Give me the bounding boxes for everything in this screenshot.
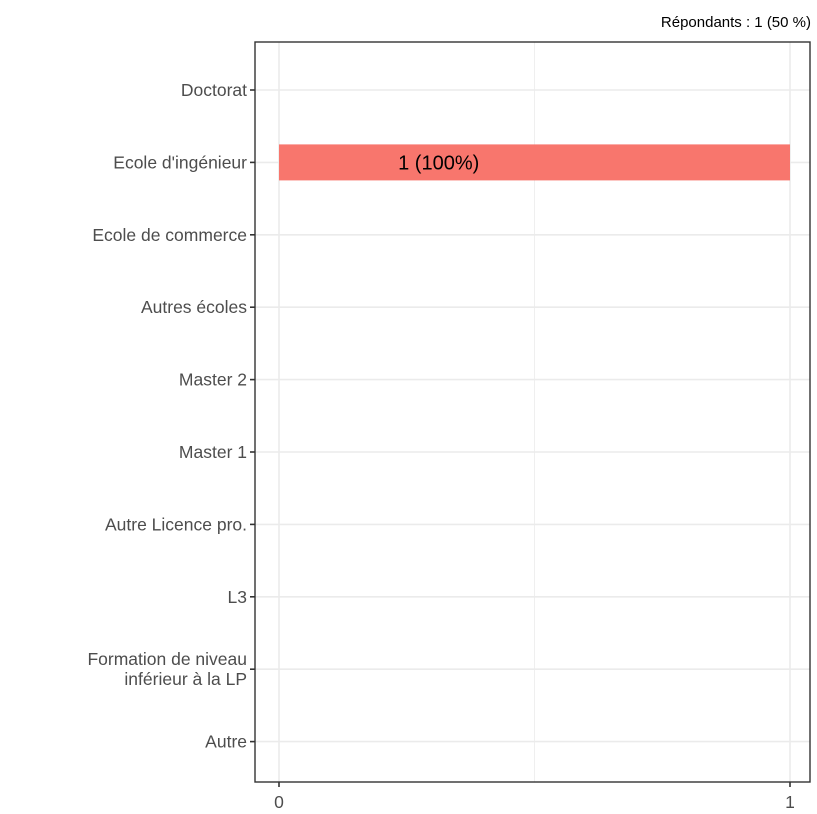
y-tick-label-line: Autre Licence pro. [105, 514, 247, 534]
y-tick-label: L3 [228, 587, 247, 607]
bar-data-label: 1 (100%) [398, 152, 479, 174]
y-tick-label-line: Master 2 [179, 370, 247, 390]
data-labels: 1 (100%) [398, 152, 479, 174]
y-tick-label: Autre Licence pro. [105, 514, 247, 534]
y-tick-label-line: inférieur à la LP [124, 669, 247, 689]
y-tick-label-line: Doctorat [181, 80, 247, 100]
y-tick-label: Doctorat [181, 80, 247, 100]
y-tick-label-line: Autres écoles [141, 297, 247, 317]
y-tick-label-line: Ecole d'ingénieur [113, 152, 247, 172]
y-tick-label: Formation de niveau inférieur à la LP [87, 649, 247, 689]
y-tick-label-line: Autre [205, 732, 247, 752]
y-tick-label: Master 1 [179, 442, 247, 462]
y-tick-label-line: Ecole de commerce [92, 225, 247, 245]
x-tick-label: 1 [785, 792, 795, 812]
y-tick-label: Autres écoles [141, 297, 247, 317]
chart-subtitle: Répondants : 1 (50 %) [661, 14, 811, 31]
plot-panel-border [254, 41, 811, 783]
bars [279, 144, 790, 181]
y-tick-label: Autre [205, 732, 247, 752]
y-tick-label: Ecole de commerce [92, 225, 247, 245]
y-tick-label: Master 2 [179, 370, 247, 390]
y-axis: Doctorat Ecole d'ingénieur Ecole de commer… [87, 80, 255, 752]
y-tick-label-line: Master 1 [179, 442, 247, 462]
y-tick-label-line: L3 [228, 587, 247, 607]
y-tick-label-line: Formation de niveau [87, 649, 247, 669]
bar [279, 144, 790, 181]
x-tick-label: 0 [274, 792, 284, 812]
y-tick-label: Ecole d'ingénieur [113, 152, 247, 172]
